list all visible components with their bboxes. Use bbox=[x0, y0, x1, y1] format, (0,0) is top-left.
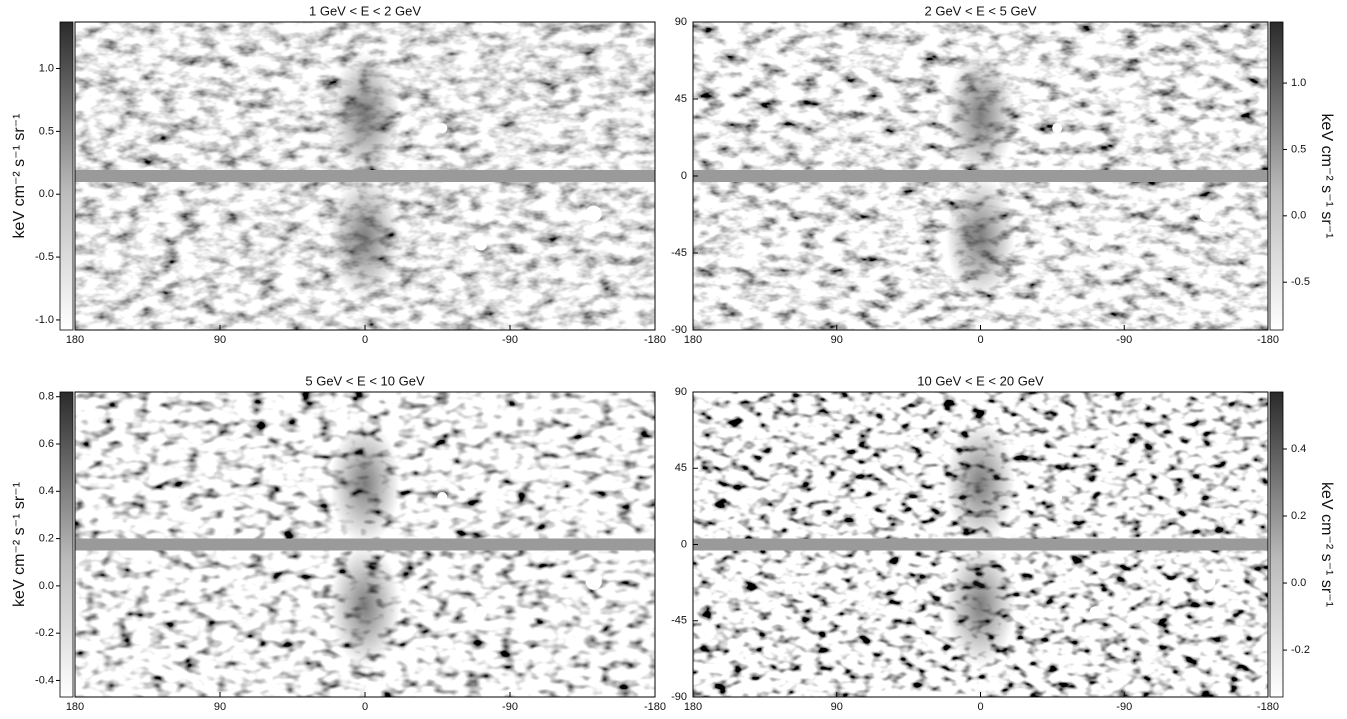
colorbar-label: keV cm⁻² s⁻¹ sr⁻¹ bbox=[1318, 482, 1335, 607]
y-tick-label: -90 bbox=[671, 324, 687, 336]
masked-source bbox=[1052, 123, 1063, 134]
x-tick-label: -180 bbox=[1257, 334, 1279, 346]
y-tick-label: 90 bbox=[675, 16, 687, 28]
colorbar bbox=[59, 391, 74, 698]
colorbar-tick-label: -0.5 bbox=[35, 251, 54, 263]
colorbar-tick-label: 0.4 bbox=[39, 485, 54, 497]
colorbar-tick-label: 0.4 bbox=[1291, 443, 1306, 455]
colorbar-tick-label: -0.4 bbox=[35, 674, 54, 686]
panel-title: 10 GeV < E < 20 GeV bbox=[917, 373, 1044, 388]
masked-source bbox=[475, 606, 487, 619]
colorbar-tick-label: 0.2 bbox=[1291, 510, 1306, 522]
colorbar-tick-label: 1.0 bbox=[39, 62, 54, 74]
bubble-region bbox=[946, 544, 1015, 667]
plane-mask bbox=[693, 538, 1268, 551]
masked-source bbox=[585, 205, 602, 222]
y-tick-label: 45 bbox=[675, 462, 687, 474]
masked-source bbox=[1089, 606, 1102, 619]
bubble-region bbox=[330, 422, 400, 545]
x-tick-label: 180 bbox=[684, 701, 702, 713]
x-tick-label: 0 bbox=[977, 701, 983, 713]
colorbar-tick-label: -0.2 bbox=[35, 627, 54, 639]
masked-source bbox=[437, 492, 448, 503]
masked-source bbox=[1199, 573, 1216, 590]
y-tick-label: 0 bbox=[681, 538, 687, 550]
x-tick-label: 90 bbox=[831, 334, 843, 346]
x-tick-label: 90 bbox=[831, 701, 843, 713]
sky-map bbox=[692, 391, 1269, 698]
x-tick-label: 0 bbox=[362, 334, 368, 346]
colorbar-tick-label: 0.0 bbox=[39, 580, 54, 592]
y-tick-label: 0 bbox=[681, 170, 687, 182]
y-tick-label: -45 bbox=[671, 615, 687, 627]
colorbar-tick-label: -1.0 bbox=[35, 314, 54, 326]
colorbar-tick-label: 0.0 bbox=[1291, 210, 1306, 222]
masked-source bbox=[1199, 205, 1216, 222]
x-tick-label: 0 bbox=[977, 334, 983, 346]
colorbar-label: keV cm⁻² s⁻¹ sr⁻¹ bbox=[11, 114, 28, 239]
colorbar bbox=[59, 21, 74, 331]
y-tick-label: -90 bbox=[671, 691, 687, 703]
colorbar-tick-label: 0.5 bbox=[1291, 143, 1306, 155]
sky-map bbox=[74, 391, 656, 698]
x-tick-label: -180 bbox=[644, 701, 666, 713]
colorbar-tick-label: 0.8 bbox=[39, 391, 54, 403]
masked-source bbox=[1089, 238, 1102, 251]
x-tick-label: -90 bbox=[502, 334, 518, 346]
x-tick-label: 90 bbox=[214, 334, 226, 346]
masked-source bbox=[585, 573, 602, 590]
masked-source bbox=[1052, 492, 1063, 503]
x-tick-label: 180 bbox=[684, 334, 702, 346]
panel-title: 5 GeV < E < 10 GeV bbox=[305, 373, 425, 388]
y-tick-label: 90 bbox=[675, 386, 687, 398]
plane-mask bbox=[75, 538, 655, 551]
colorbar-tick-label: -0.2 bbox=[1291, 644, 1310, 656]
x-tick-label: -90 bbox=[1116, 334, 1132, 346]
y-tick-label: 45 bbox=[675, 93, 687, 105]
colorbar-tick-label: 0.0 bbox=[1291, 577, 1306, 589]
x-tick-label: -90 bbox=[1116, 701, 1132, 713]
colorbar-tick-label: 0.6 bbox=[39, 438, 54, 450]
colorbar-tick-label: 0.0 bbox=[39, 188, 54, 200]
colorbar-tick-label: -0.5 bbox=[1291, 276, 1310, 288]
colorbar-label: keV cm⁻² s⁻¹ sr⁻¹ bbox=[11, 482, 28, 607]
colorbar-label: keV cm⁻² s⁻¹ sr⁻¹ bbox=[1318, 114, 1335, 239]
panel-title: 1 GeV < E < 2 GeV bbox=[309, 3, 421, 18]
bubble-region bbox=[946, 176, 1015, 300]
bubble-region bbox=[330, 176, 400, 300]
x-tick-label: 0 bbox=[362, 701, 368, 713]
x-tick-label: -90 bbox=[502, 701, 518, 713]
x-tick-label: -180 bbox=[644, 334, 666, 346]
plane-mask bbox=[693, 170, 1268, 182]
colorbar bbox=[1269, 21, 1284, 331]
colorbar-tick-label: 1.0 bbox=[1291, 77, 1306, 89]
colorbar bbox=[1269, 391, 1284, 698]
x-tick-label: -180 bbox=[1257, 701, 1279, 713]
sky-map bbox=[74, 21, 656, 331]
masked-source bbox=[475, 238, 487, 251]
bubble-region bbox=[946, 422, 1015, 545]
bubble-region bbox=[330, 52, 400, 176]
colorbar-tick-label: 0.5 bbox=[39, 125, 54, 137]
x-tick-label: 180 bbox=[66, 701, 84, 713]
bubble-region bbox=[946, 52, 1015, 176]
y-tick-label: -45 bbox=[671, 247, 687, 259]
masked-source bbox=[437, 123, 448, 134]
x-tick-label: 180 bbox=[66, 334, 84, 346]
x-tick-label: 90 bbox=[214, 701, 226, 713]
bubble-region bbox=[330, 544, 400, 667]
sky-map bbox=[692, 21, 1269, 331]
panel-title: 2 GeV < E < 5 GeV bbox=[924, 3, 1036, 18]
colorbar-tick-label: 0.2 bbox=[39, 532, 54, 544]
plane-mask bbox=[75, 170, 655, 182]
